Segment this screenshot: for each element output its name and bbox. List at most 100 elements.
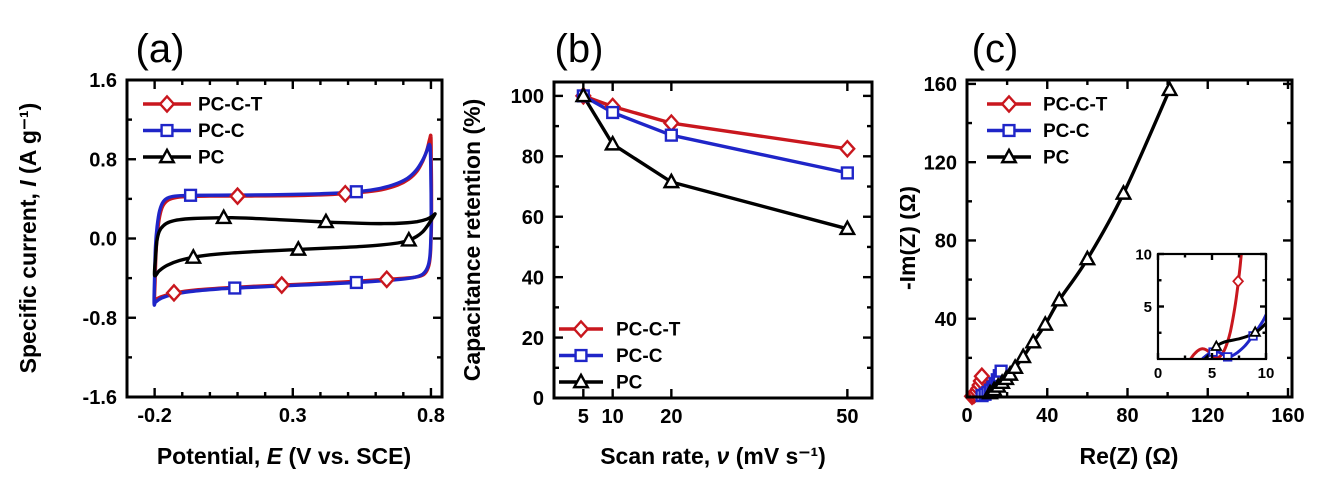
tick-labels: 0 40 80 120 160 40 80 120 160 (924, 74, 1305, 427)
x-axis-title: Re(Z) (Ω) (1080, 443, 1179, 469)
legend-item-PC-C-T: PC-C-T (143, 95, 263, 116)
marker-triangle (574, 86, 593, 103)
marker-diamond (158, 94, 176, 114)
marker-triangle (1006, 358, 1024, 374)
marker-triangle (1000, 147, 1018, 164)
marker-square (1002, 123, 1016, 138)
marker-triangle (1036, 314, 1055, 331)
marker-triangle (662, 172, 681, 189)
marker-triangle (1078, 249, 1097, 266)
legend-item-PC-C: PC-C (559, 346, 663, 367)
axis-title-segment: Potential, (157, 443, 267, 469)
x-tick-label: 40 (1036, 405, 1058, 427)
panel-a: -0.2 0.3 0.8 -1.6 -0.8 0.0 0.8 1.6 Potential, E … (0, 0, 460, 491)
y-tick-label: 80 (935, 231, 957, 253)
marker-triangle (214, 208, 233, 225)
y-tick-label: 160 (924, 74, 957, 96)
axis-title-segment: I (15, 180, 41, 187)
series-line-PC-C-T (581, 94, 850, 151)
axis-ticks (965, 80, 1292, 397)
panel-label: (b) (555, 27, 604, 71)
x-tick-label: 0 (1154, 365, 1162, 382)
y-tick-label: 0.0 (89, 229, 117, 251)
x-tick-label: 5 (578, 406, 589, 428)
legend-item-PC-C-T: PC-C-T (559, 320, 681, 341)
marker-square (183, 188, 198, 202)
marker-triangle (838, 219, 857, 236)
axis-title-segment: Scan rate, (600, 443, 716, 469)
marker-diamond (378, 269, 396, 289)
x-tick-label: 0.3 (279, 405, 307, 427)
y-tick-label: 80 (522, 147, 544, 169)
legend-label: PC-C (198, 121, 245, 142)
nyquist-chart: 0 40 80 120 160 40 80 120 160 Re(Z) (Ω) -Im(Z) (Ω)… (900, 27, 1305, 469)
marker-square (349, 275, 363, 290)
y-tick-label: 40 (522, 267, 544, 289)
marker-triangle (1050, 290, 1069, 307)
legend-label: PC (616, 373, 643, 394)
x-tick-label: 10 (1258, 365, 1275, 382)
panel-b: 5 10 20 50 0 20 40 60 80 100 Scan rate, ν (mV s⁻¹)… (460, 0, 900, 491)
y-tick-label: -0.8 (83, 308, 117, 330)
marker-triangle (1014, 347, 1032, 364)
marker-triangle (603, 134, 622, 151)
panel-label: (a) (136, 27, 185, 71)
marker-triangle (1210, 339, 1223, 351)
y-tick-label: -1.6 (83, 387, 117, 409)
x-tick-label: 20 (660, 406, 682, 428)
axis-ticks (554, 82, 872, 400)
series-line-PC (581, 94, 850, 231)
marker-diamond (572, 319, 590, 339)
legend: PC-C-T PC-C PC (559, 320, 681, 394)
marker-diamond (1000, 94, 1018, 114)
x-tick-label: 5 (1208, 365, 1216, 382)
series-line-PC-C (581, 94, 850, 175)
marker-triangle (158, 147, 176, 164)
x-axis-title: Scan rate, ν (mV s⁻¹) (600, 443, 826, 469)
legend-item-PC-C: PC-C (143, 121, 245, 142)
x-tick-label: -0.2 (137, 405, 171, 427)
y-axis-title: Capacitance retention (%) (460, 99, 485, 381)
axis-title-segment: E (267, 443, 283, 469)
panel-label: (c) (972, 27, 1019, 71)
axis-title-segment: Re(Z) (Ω) (1080, 443, 1179, 469)
axis-title-segment: Specific current, (15, 187, 41, 374)
legend: PC-C-T PC-C PC (143, 95, 263, 169)
panel-c: 0 40 80 120 160 40 80 120 160 Re(Z) (Ω) -Im(Z) (Ω)… (900, 0, 1338, 491)
marker-square (606, 105, 620, 120)
marker-square (1222, 352, 1233, 362)
series-line-PC-C-T (1189, 253, 1243, 360)
axis-frame (125, 78, 444, 399)
axis-frame (965, 78, 1294, 399)
legend-label: PC-C-T (198, 95, 263, 116)
y-tick-label: 1.6 (89, 70, 117, 92)
x-tick-label: 160 (1271, 405, 1304, 427)
marker-diamond (1232, 274, 1245, 288)
legend-item-PC: PC (143, 147, 225, 169)
legend-label: PC-C (1043, 121, 1090, 142)
series-markers (574, 86, 857, 236)
marker-triangle (1114, 183, 1133, 200)
x-axis-title: Potential, E (V vs. SCE) (157, 443, 411, 469)
legend-item-PC-C-T: PC-C-T (987, 95, 1108, 116)
chart-a: -0.2 0.3 0.8 -1.6 -0.8 0.0 0.8 1.6 Potential, E … (15, 27, 445, 469)
legend-item-PC: PC (559, 372, 643, 394)
legend-item-PC-C: PC-C (987, 121, 1090, 142)
marker-square (349, 185, 363, 199)
axis-title-segment: (mV s⁻¹) (729, 443, 825, 469)
marker-triangle (289, 239, 308, 256)
legend-item-PC: PC (987, 147, 1070, 169)
legend-label: PC-C-T (1043, 95, 1108, 116)
marker-triangle (317, 212, 335, 229)
series-markers (165, 184, 418, 303)
marker-square (664, 128, 678, 142)
y-tick-label: 0.8 (89, 149, 117, 171)
axis-title-segment: (V vs. SCE) (282, 443, 411, 469)
marker-square (228, 281, 242, 295)
axis-title-segment: Capacitance retention (%) (460, 99, 485, 381)
axis-title-segment: (A g⁻¹) (15, 103, 41, 181)
marker-square (574, 348, 588, 363)
marker-triangle (572, 372, 590, 389)
marker-diamond (838, 139, 856, 159)
